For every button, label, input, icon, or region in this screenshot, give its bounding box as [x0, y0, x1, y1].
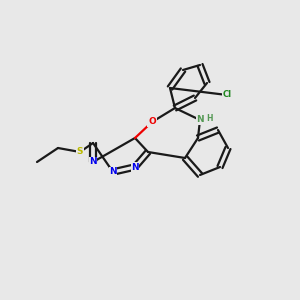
Text: H: H	[207, 114, 213, 123]
Text: N: N	[109, 167, 117, 176]
Text: N: N	[131, 163, 139, 172]
Text: S: S	[77, 148, 83, 157]
Text: O: O	[148, 118, 156, 127]
Text: N: N	[89, 158, 97, 166]
Text: Cl: Cl	[222, 91, 232, 100]
Text: N: N	[196, 116, 204, 124]
